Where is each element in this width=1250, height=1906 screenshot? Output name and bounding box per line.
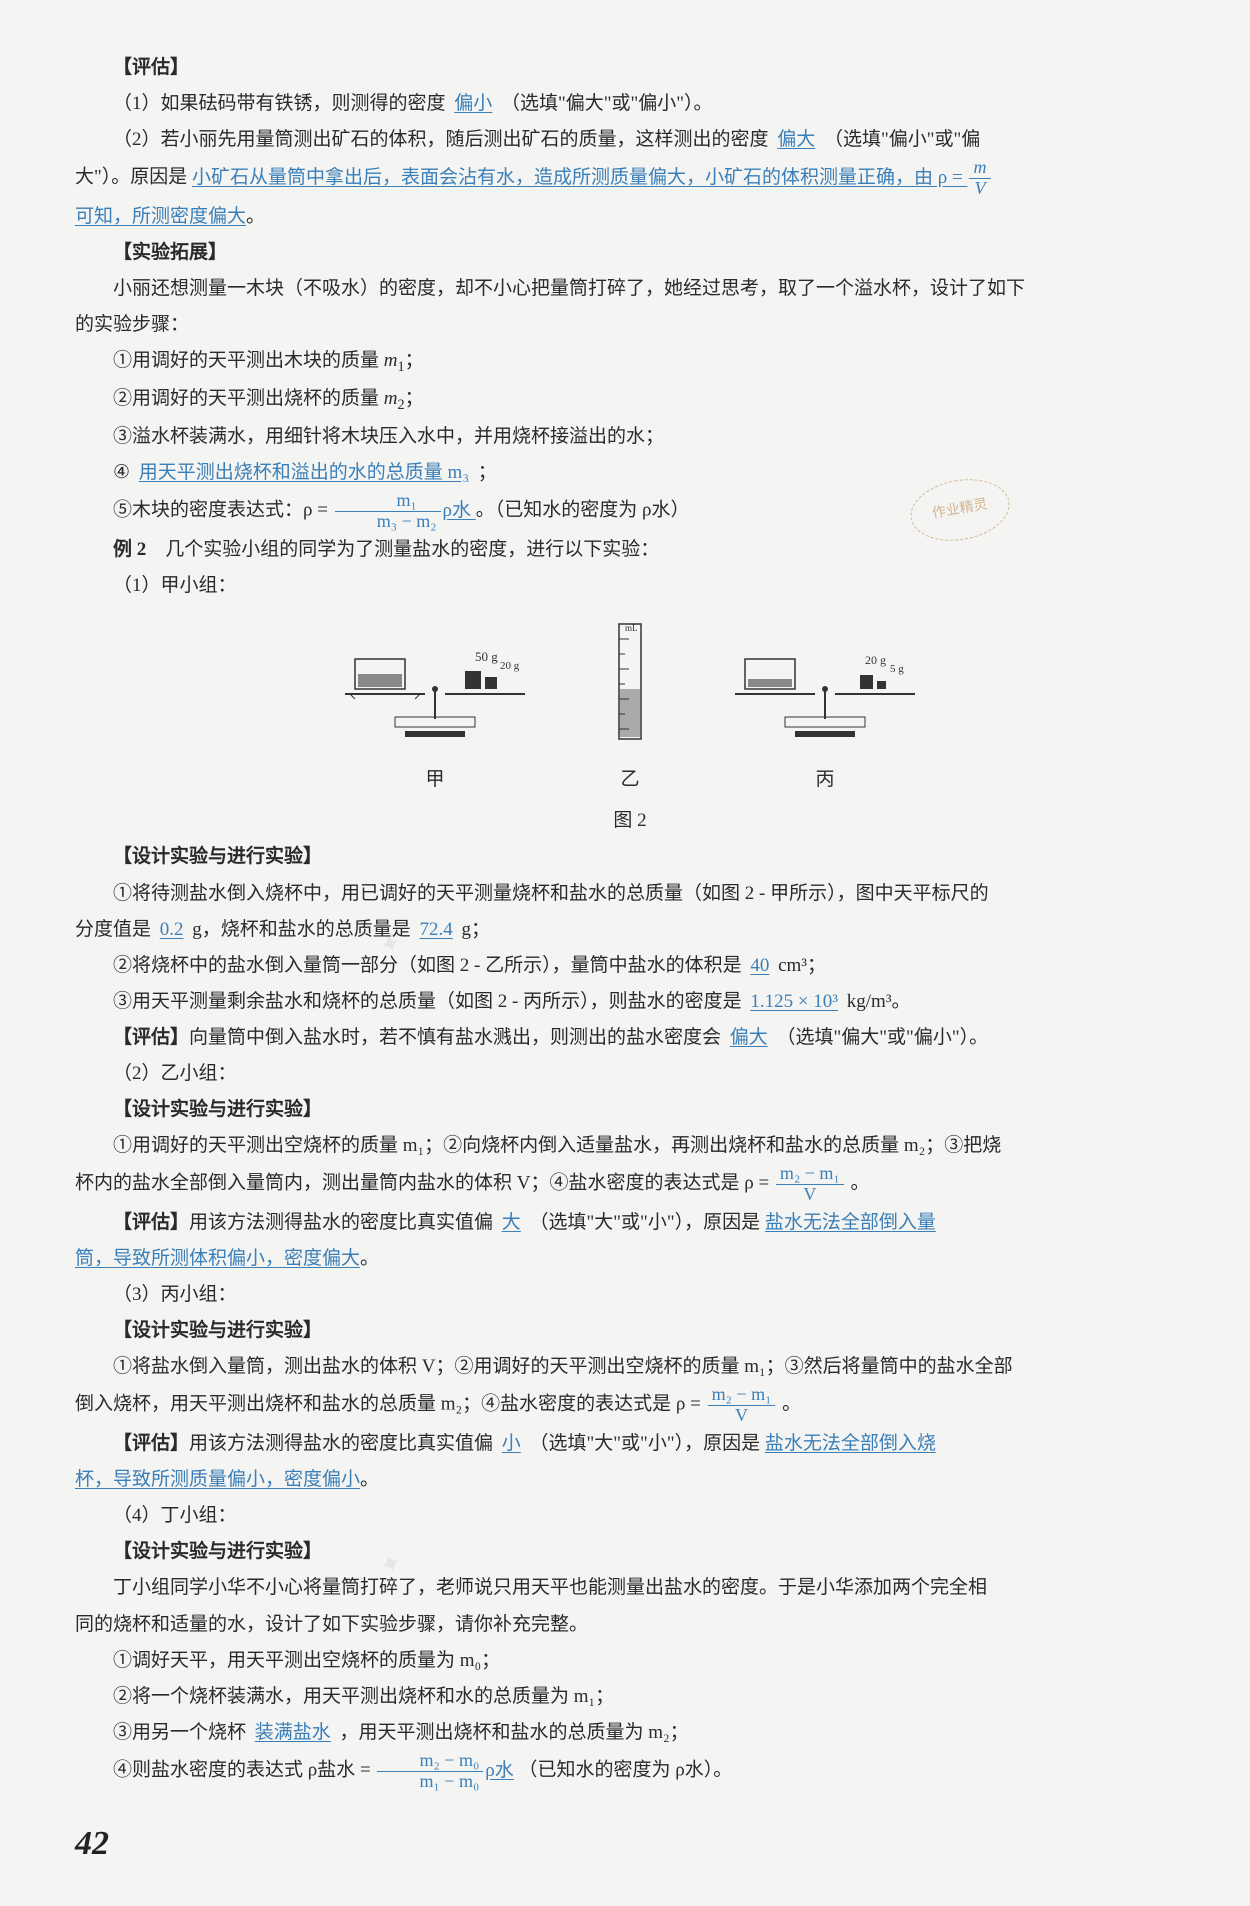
g3-p1: ①将盐水倒入量筒，测出盐水的体积 V；②用调好的天平测出空烧杯的质量 m₁；③然… bbox=[75, 1349, 1185, 1385]
figure-row: 50 g 20 g 甲 mL 乙 bbox=[75, 619, 1185, 798]
s3-eval: 【评估】向量筒中倒入盐水时，若不慎有盐水溅出，则测出的盐水密度会 偏大 （选填"… bbox=[75, 1020, 1185, 1056]
figure-bing: 20 g 5 g 丙 bbox=[725, 639, 925, 798]
ext-step3: ③溢水杯装满水，用细针将木块压入水中，并用烧杯接溢出的水； bbox=[75, 419, 1185, 455]
q1-pre: （1）如果砝码带有铁锈，则测得的密度 bbox=[113, 93, 446, 114]
g3-title: 【设计实验与进行实验】 bbox=[75, 1313, 1185, 1349]
q2-end: 。 bbox=[246, 206, 265, 227]
fig-bing-label: 丙 bbox=[725, 762, 925, 798]
s3-p3: ③用天平测量剩余盐水和烧杯的总质量（如图 2 - 丙所示），则盐水的密度是 1.… bbox=[75, 984, 1185, 1020]
q2-ans: 偏大 bbox=[773, 129, 819, 150]
eval1-title: 【评估】 bbox=[75, 50, 1185, 86]
g4-title: 【设计实验与进行实验】 bbox=[75, 1534, 1185, 1570]
ext-step4: ④ 用天平测出烧杯和溢出的水的总质量 m₃ ； bbox=[75, 455, 1185, 491]
g4-p1: 丁小组同学小华不小心将量筒打碎了，老师说只用天平也能测量出盐水的密度。于是小华添… bbox=[75, 1570, 1185, 1606]
svg-text:20 g: 20 g bbox=[865, 653, 886, 667]
eval1-q2-line2: 大"）。原因是 小矿石从量筒中拿出后，表面会沾有水，造成所测质量偏大，小矿石的体… bbox=[75, 158, 1185, 199]
g2-eval-l1: 【评估】用该方法测得盐水的密度比真实值偏 大 （选填"大"或"小"），原因是 盐… bbox=[75, 1205, 1185, 1241]
svg-text:50 g: 50 g bbox=[475, 649, 498, 664]
g2-p2: 杯内的盐水全部倒入量筒内，测出量筒内盐水的体积 V；④盐水密度的表达式是 ρ =… bbox=[75, 1164, 1185, 1205]
figure-yi: mL 乙 bbox=[605, 619, 655, 798]
s3-p2: ②将烧杯中的盐水倒入量筒一部分（如图 2 - 乙所示），量筒中盐水的体积是 40… bbox=[75, 948, 1185, 984]
g2-label: （2）乙小组： bbox=[75, 1056, 1185, 1092]
s3-title: 【设计实验与进行实验】 bbox=[75, 839, 1185, 875]
ext-step1: ①用调好的天平测出木块的质量 m1； bbox=[75, 343, 1185, 381]
ex2-label: 例 2 bbox=[113, 539, 146, 560]
eval1-q2-line3: 可知，所测密度偏大。 bbox=[75, 199, 1185, 235]
q2-pre: （2）若小丽先用量筒测出矿石的体积，随后测出矿石的质量，这样测出的密度 bbox=[113, 129, 769, 150]
eval1-q1: （1）如果砝码带有铁锈，则测得的密度 偏小 （选填"偏大"或"偏小"）。 bbox=[75, 86, 1185, 122]
g3-label: （3）丙小组： bbox=[75, 1277, 1185, 1313]
g2-p1: ①用调好的天平测出空烧杯的质量 m₁；②向烧杯内倒入适量盐水，再测出烧杯和盐水的… bbox=[75, 1128, 1185, 1164]
ext-step2: ②用调好的天平测出烧杯的质量 m2； bbox=[75, 381, 1185, 419]
svg-text:mL: mL bbox=[625, 623, 638, 633]
g3-eval-l2: 杯，导致所测质量偏小，密度偏小。 bbox=[75, 1462, 1185, 1498]
q2-post: （选填"偏小"或"偏 bbox=[824, 129, 980, 150]
ext-title: 【实验拓展】 bbox=[75, 235, 1185, 271]
page-number: 42 bbox=[75, 1812, 1185, 1877]
g4-s3: ③用另一个烧杯 装满盐水 ，用天平测出烧杯和盐水的总质量为 m₂； bbox=[75, 1715, 1185, 1751]
svg-text:5 g: 5 g bbox=[890, 663, 904, 675]
ext-intro2: 的实验步骤： bbox=[75, 307, 1185, 343]
svg-text:20 g: 20 g bbox=[500, 660, 520, 672]
ext-intro1: 小丽还想测量一木块（不吸水）的密度，却不小心把量筒打碎了，她经过思考，取了一个溢… bbox=[75, 271, 1185, 307]
g4-label: （4）丁小组： bbox=[75, 1498, 1185, 1534]
q2-reason: 小矿石从量筒中拿出后，表面会沾有水，造成所测质量偏大，小矿石的体积测量正确，由 … bbox=[192, 167, 992, 188]
figure-jia: 50 g 20 g 甲 bbox=[335, 639, 535, 798]
q1-ans: 偏小 bbox=[450, 93, 496, 114]
group1-label: （1）甲小组： bbox=[75, 568, 1185, 604]
fig-caption: 图 2 bbox=[75, 803, 1185, 839]
q1-post: （选填"偏大"或"偏小"）。 bbox=[501, 93, 713, 114]
g4-s2: ②将一个烧杯装满水，用天平测出烧杯和水的总质量为 m₁； bbox=[75, 1679, 1185, 1715]
s3-p1a: ①将待测盐水倒入烧杯中，用已调好的天平测量烧杯和盐水的总质量（如图 2 - 甲所… bbox=[75, 876, 1185, 912]
fig-yi-label: 乙 bbox=[605, 762, 655, 798]
eval1-q2-line1: （2）若小丽先用量筒测出矿石的体积，随后测出矿石的质量，这样测出的密度 偏大 （… bbox=[75, 122, 1185, 158]
g2-title: 【设计实验与进行实验】 bbox=[75, 1092, 1185, 1128]
g4-p2: 同的烧杯和适量的水，设计了如下实验步骤，请你补充完整。 bbox=[75, 1607, 1185, 1643]
g2-eval-l2: 筒，导致所测体积偏小，密度偏大。 bbox=[75, 1241, 1185, 1277]
g4-s1: ①调好天平，用天平测出空烧杯的质量为 m₀； bbox=[75, 1643, 1185, 1679]
ex2-title: 例 2 几个实验小组的同学为了测量盐水的密度，进行以下实验： bbox=[75, 532, 1185, 568]
q2-reason2: 可知，所测密度偏大 bbox=[75, 206, 246, 227]
ext-step5: ⑤木块的密度表达式：ρ = m₁m₃ − m₂ρ水 。（已知水的密度为 ρ水） bbox=[75, 491, 1185, 532]
s3-p1b: 分度值是 0.2 g，烧杯和盐水的总质量是 72.4 g； bbox=[75, 912, 1185, 948]
step4-ans: 用天平测出烧杯和溢出的水的总质量 m₃ bbox=[135, 462, 473, 483]
fig-jia-label: 甲 bbox=[335, 762, 535, 798]
g3-p2: 倒入烧杯，用天平测出烧杯和盐水的总质量 m₂；④盐水密度的表达式是 ρ = m₂… bbox=[75, 1385, 1185, 1426]
g3-eval-l1: 【评估】用该方法测得盐水的密度比真实值偏 小 （选填"大"或"小"），原因是 盐… bbox=[75, 1426, 1185, 1462]
q2-cont: 大"）。原因是 bbox=[75, 167, 187, 188]
